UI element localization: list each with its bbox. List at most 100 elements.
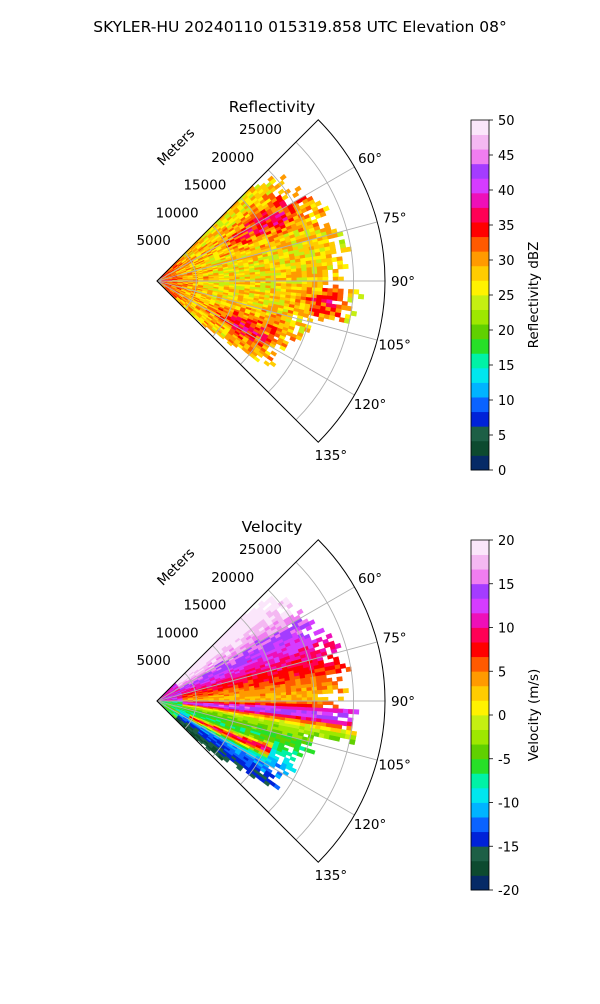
colorbar-swatch [471, 441, 489, 456]
data-cell [312, 278, 317, 282]
colorbar-swatch [471, 598, 489, 613]
colorbar-tick-label: 0 [498, 464, 506, 479]
data-cell [332, 681, 338, 685]
colorbar-swatch [471, 875, 489, 890]
data-cell [315, 201, 321, 207]
azimuth-tick-label: 60° [358, 571, 382, 587]
colorbar-swatch [471, 700, 489, 715]
range-tick-label: 20000 [211, 150, 254, 166]
colorbar-swatch [471, 426, 489, 441]
data-cell [331, 250, 337, 255]
data-cell [302, 694, 307, 697]
data-cell [286, 695, 291, 698]
data-cell [333, 269, 338, 273]
data-cell [323, 281, 328, 285]
colorbar-swatch [471, 613, 489, 628]
data-cell [297, 275, 302, 278]
colorbar-tick-label: 30 [498, 254, 515, 269]
data-cell [281, 695, 286, 698]
data-cell [333, 285, 338, 289]
colorbar-tick-label: -15 [498, 840, 519, 855]
colorbar-swatch [471, 715, 489, 730]
data-cell [276, 696, 281, 699]
colorbar-swatch [471, 759, 489, 774]
data-cell [340, 664, 346, 669]
data-cell [292, 695, 297, 698]
panel-title: Velocity [242, 518, 303, 536]
colorbar-tick-label: 15 [498, 359, 515, 374]
azimuth-tick-label: 105° [378, 758, 411, 774]
colorbar-swatch [471, 671, 489, 686]
data-cell [343, 264, 349, 269]
range-tick-label: 15000 [183, 598, 226, 614]
colorbar-swatch [471, 353, 489, 368]
data-cell [338, 709, 343, 713]
colorbar-swatch [471, 193, 489, 208]
colorbar-tick-label: 15 [498, 578, 515, 593]
data-cell [264, 361, 270, 367]
data-cell [318, 628, 324, 634]
data-cell [303, 314, 309, 318]
data-cell [343, 713, 349, 718]
colorbar-swatch [471, 817, 489, 832]
data-cell [327, 266, 333, 270]
data-cell [271, 351, 277, 356]
azimuth-tick-label: 75° [383, 630, 407, 646]
data-cell [280, 174, 286, 180]
data-cell [312, 687, 317, 691]
data-cell [338, 289, 343, 293]
data-cell [333, 273, 338, 277]
data-cell [318, 697, 323, 701]
data-cell [297, 701, 302, 704]
data-cell [316, 637, 322, 642]
colorbar-swatch [471, 295, 489, 310]
data-cell [318, 701, 323, 705]
data-cell [293, 192, 299, 198]
data-cell [291, 272, 296, 275]
data-cell [254, 357, 260, 362]
data-cell [318, 285, 323, 289]
data-cell [323, 697, 328, 701]
data-cell [292, 704, 297, 707]
colorbar-label: Reflectivity dBZ [526, 242, 542, 349]
data-cell [297, 692, 302, 695]
data-cell [302, 281, 307, 284]
data-cell [309, 749, 315, 754]
data-cell [328, 690, 333, 694]
data-cell [282, 195, 288, 201]
colorbar-tick-label: -20 [498, 884, 519, 899]
range-axis-label: Meters [154, 545, 198, 589]
data-cell [338, 277, 343, 281]
data-cell [317, 708, 322, 712]
colorbar-swatch [471, 280, 489, 295]
data-cell [266, 696, 271, 699]
data-cell [269, 773, 275, 778]
data-cell [328, 701, 333, 705]
data-cell [312, 281, 317, 285]
colorbar-swatch [471, 657, 489, 672]
data-cell [323, 277, 328, 281]
azimuth-tick-label: 135° [315, 868, 348, 884]
data-cell [307, 274, 312, 278]
colorbar-swatch [471, 773, 489, 788]
colorbar-tick-label: -5 [498, 753, 511, 768]
colorbar-tick-label: 50 [498, 114, 515, 129]
data-cell [332, 296, 338, 300]
colorbar-swatch [471, 266, 489, 281]
data-cell [312, 284, 317, 288]
colorbar-swatch [471, 861, 489, 876]
panel-title: Reflectivity [229, 98, 316, 116]
data-cell [290, 768, 296, 773]
data-cell [338, 689, 343, 693]
data-cell [271, 696, 276, 699]
data-cell [302, 274, 307, 277]
colorbar-tick-label: 10 [498, 622, 515, 637]
data-cell [338, 713, 343, 717]
range-axis-label: Meters [154, 125, 198, 169]
data-cell [312, 708, 317, 712]
colorbar-swatch [471, 310, 489, 325]
data-cell [295, 186, 301, 192]
azimuth-tick-label: 120° [354, 817, 387, 833]
